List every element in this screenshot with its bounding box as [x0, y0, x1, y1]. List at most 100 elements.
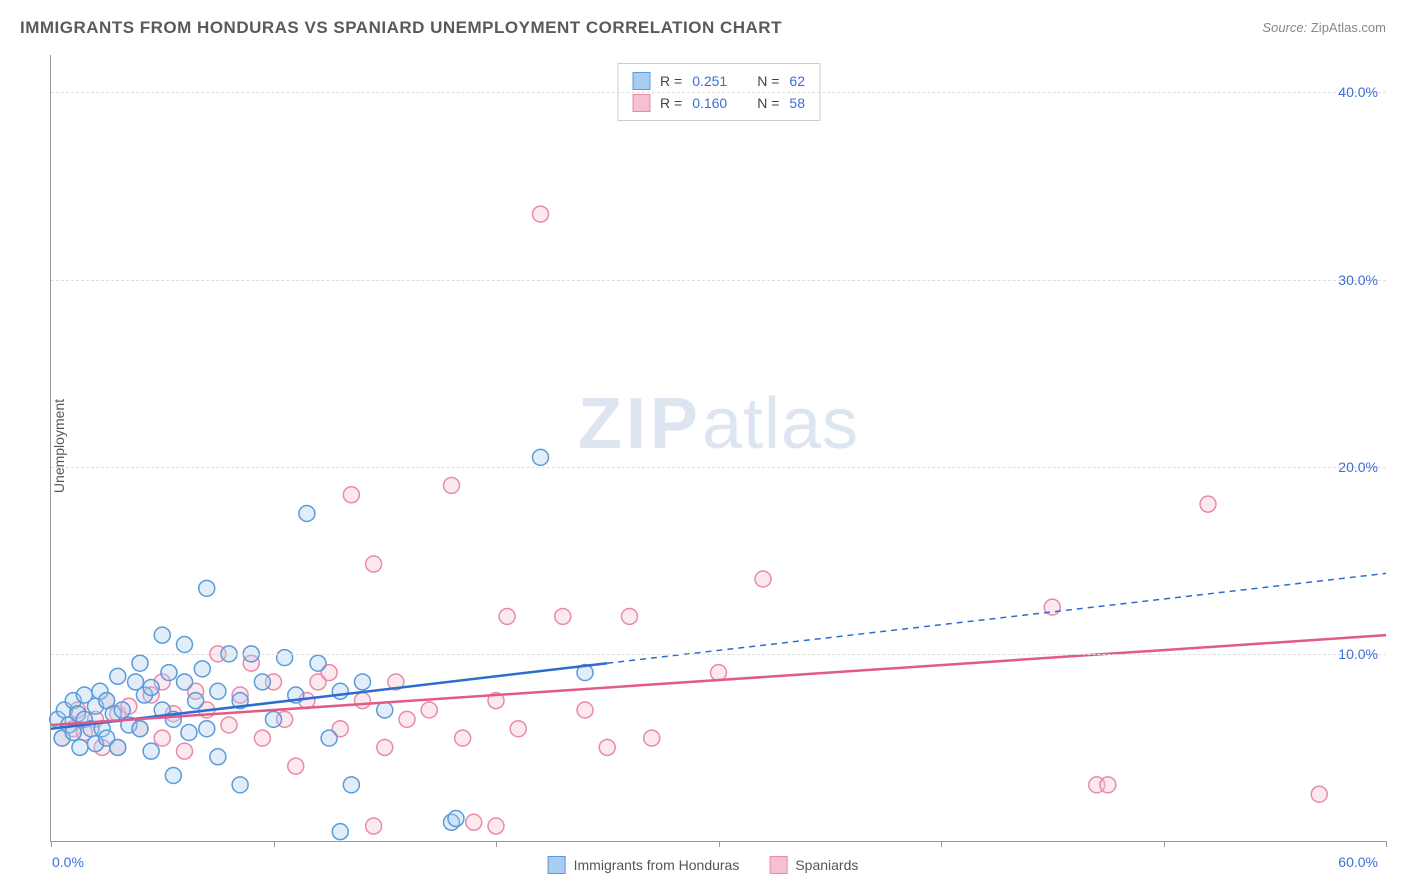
x-tick [496, 841, 497, 847]
x-tick-label-max: 60.0% [1338, 854, 1378, 870]
data-point-honduras [143, 743, 159, 759]
r-value-honduras: 0.251 [692, 73, 727, 89]
data-point-spaniards [154, 730, 170, 746]
r-value-spaniards: 0.160 [692, 95, 727, 111]
data-point-spaniards [366, 556, 382, 572]
data-point-honduras [210, 683, 226, 699]
data-point-honduras [533, 449, 549, 465]
data-point-spaniards [377, 739, 393, 755]
data-point-spaniards [254, 730, 270, 746]
data-point-honduras [154, 627, 170, 643]
data-point-honduras [161, 665, 177, 681]
gridline [51, 92, 1386, 93]
data-point-honduras [355, 674, 371, 690]
data-point-spaniards [577, 702, 593, 718]
data-point-spaniards [1311, 786, 1327, 802]
chart-title: IMMIGRANTS FROM HONDURAS VS SPANIARD UNE… [20, 18, 782, 38]
r-label: R = [660, 95, 682, 111]
data-point-honduras [210, 749, 226, 765]
data-point-spaniards [444, 477, 460, 493]
y-tick-label: 10.0% [1338, 646, 1378, 662]
data-point-honduras [110, 668, 126, 684]
data-point-honduras [188, 693, 204, 709]
data-point-honduras [143, 680, 159, 696]
y-tick-label: 40.0% [1338, 84, 1378, 100]
data-point-honduras [177, 674, 193, 690]
data-point-spaniards [488, 818, 504, 834]
data-point-honduras [299, 506, 315, 522]
data-point-spaniards [510, 721, 526, 737]
x-tick [941, 841, 942, 847]
chart-plot-area: ZIPatlas R = 0.251 N = 62 R = 0.160 N = … [50, 55, 1386, 842]
data-point-honduras [232, 777, 248, 793]
data-point-honduras [254, 674, 270, 690]
data-point-spaniards [555, 608, 571, 624]
x-tick-label-min: 0.0% [52, 854, 84, 870]
data-point-spaniards [622, 608, 638, 624]
data-point-honduras [448, 811, 464, 827]
gridline [51, 654, 1386, 655]
data-point-spaniards [711, 665, 727, 681]
swatch-honduras [632, 72, 650, 90]
x-tick [51, 841, 52, 847]
data-point-honduras [132, 655, 148, 671]
data-point-spaniards [421, 702, 437, 718]
trend-line-dashed-honduras [607, 573, 1386, 663]
n-label: N = [757, 73, 779, 89]
y-tick-label: 20.0% [1338, 459, 1378, 475]
data-point-spaniards [599, 739, 615, 755]
source-value: ZipAtlas.com [1311, 20, 1386, 35]
data-point-honduras [132, 721, 148, 737]
legend-item-honduras: Immigrants from Honduras [548, 856, 740, 874]
data-point-honduras [110, 739, 126, 755]
data-point-spaniards [533, 206, 549, 222]
data-point-honduras [310, 655, 326, 671]
data-point-honduras [321, 730, 337, 746]
data-point-spaniards [644, 730, 660, 746]
data-point-honduras [114, 702, 130, 718]
data-point-honduras [332, 824, 348, 840]
source-label: Source: [1262, 20, 1307, 35]
x-tick [1164, 841, 1165, 847]
n-label: N = [757, 95, 779, 111]
r-label: R = [660, 73, 682, 89]
data-point-honduras [277, 650, 293, 666]
data-point-honduras [181, 724, 197, 740]
x-tick [1386, 841, 1387, 847]
source-attribution: Source: ZipAtlas.com [1262, 20, 1386, 35]
data-point-honduras [343, 777, 359, 793]
data-point-honduras [266, 711, 282, 727]
legend-item-spaniards: Spaniards [769, 856, 858, 874]
swatch-spaniards [769, 856, 787, 874]
data-point-spaniards [466, 814, 482, 830]
data-point-spaniards [755, 571, 771, 587]
data-point-spaniards [1200, 496, 1216, 512]
data-point-spaniards [499, 608, 515, 624]
data-point-spaniards [366, 818, 382, 834]
data-point-spaniards [399, 711, 415, 727]
data-point-honduras [177, 637, 193, 653]
data-point-spaniards [1100, 777, 1116, 793]
series-legend: Immigrants from Honduras Spaniards [548, 856, 859, 874]
data-point-spaniards [221, 717, 237, 733]
n-value-honduras: 62 [789, 73, 805, 89]
legend-label-spaniards: Spaniards [795, 857, 858, 873]
data-point-spaniards [177, 743, 193, 759]
data-point-honduras [199, 721, 215, 737]
y-tick-label: 30.0% [1338, 272, 1378, 288]
data-point-honduras [377, 702, 393, 718]
legend-label-honduras: Immigrants from Honduras [574, 857, 740, 873]
data-point-spaniards [355, 693, 371, 709]
x-tick [719, 841, 720, 847]
legend-row-spaniards: R = 0.160 N = 58 [632, 92, 805, 114]
data-point-honduras [332, 683, 348, 699]
legend-row-honduras: R = 0.251 N = 62 [632, 70, 805, 92]
gridline [51, 467, 1386, 468]
data-point-spaniards [455, 730, 471, 746]
data-point-honduras [165, 768, 181, 784]
data-point-spaniards [288, 758, 304, 774]
data-point-spaniards [343, 487, 359, 503]
swatch-spaniards [632, 94, 650, 112]
swatch-honduras [548, 856, 566, 874]
data-point-honduras [194, 661, 210, 677]
